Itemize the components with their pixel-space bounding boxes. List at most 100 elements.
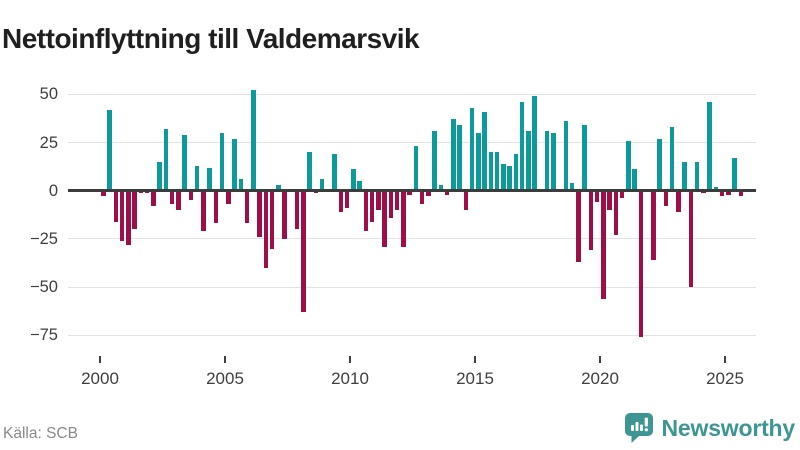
y-gridline--25 (68, 238, 756, 240)
y-gridline-25 (68, 142, 756, 143)
bar-2011-q3 (388, 190, 394, 218)
x-axis-label-2000: 2000 (81, 369, 119, 388)
bar-2015-q1 (476, 132, 481, 191)
bar-2019-q4 (594, 190, 600, 203)
bar-2005-q2 (232, 138, 237, 191)
bar-2018-q4 (569, 182, 575, 191)
bar-2000-q3 (113, 190, 119, 222)
y-axis-label-0: 0 (48, 181, 58, 200)
bar-2022-q4 (669, 127, 675, 191)
y-gridline-50 (68, 93, 756, 95)
bar-2019-q3 (588, 190, 594, 251)
bar-2023-q2 (682, 161, 687, 191)
bar-2006-q3 (263, 190, 269, 268)
brand-logo: Newsworthy (624, 413, 796, 443)
x-tick-2015 (474, 356, 476, 363)
bar-2016-q4 (519, 102, 525, 191)
bar-2005-q4 (244, 190, 250, 224)
bar-2002-q1 (151, 190, 156, 207)
bar-2012-q2 (407, 190, 412, 195)
bar-2024-q3 (713, 186, 719, 191)
bar-2023-q1 (676, 190, 681, 212)
bar-2011-q2 (382, 190, 387, 247)
bar-2025-q1 (726, 190, 731, 195)
y-axis-label--25: −25 (30, 229, 58, 248)
newsworthy-wordmark: Newsworthy (661, 414, 796, 441)
bar-2003-q2 (182, 134, 187, 191)
bar-2024-q2 (707, 102, 712, 191)
bar-2002-q4 (169, 190, 175, 205)
y-axis-label--50: −50 (30, 278, 58, 297)
y-axis-label-50: 50 (39, 85, 58, 104)
bar-2021-q1 (626, 140, 631, 191)
bar-2002-q2 (157, 161, 162, 191)
y-gridline--50 (68, 286, 756, 288)
bar-2018-q1 (551, 132, 556, 191)
x-tick-2010 (349, 356, 351, 363)
bar-2025-q2 (732, 157, 737, 191)
bar-2010-q4 (369, 190, 375, 222)
bar-2003-q1 (176, 190, 181, 210)
y-gridline--75 (68, 334, 756, 336)
bar-2013-q2 (432, 130, 437, 191)
bar-2022-q1 (651, 190, 656, 261)
bar-2008-q4 (319, 179, 325, 191)
bar-2017-q1 (526, 130, 531, 191)
bar-2020-q2 (607, 190, 612, 210)
bar-2022-q2 (657, 138, 662, 191)
bar-2013-q4 (444, 190, 450, 195)
bar-2016-q1 (501, 163, 506, 191)
x-axis-label-2025: 2025 (706, 369, 744, 388)
bar-2014-q4 (469, 107, 475, 191)
bar-2010-q3 (363, 190, 369, 232)
zero-line (68, 189, 756, 193)
bar-2014-q2 (457, 125, 462, 191)
bar-2002-q3 (163, 129, 169, 191)
bar-2023-q3 (688, 190, 694, 288)
bar-2003-q3 (188, 190, 194, 201)
bar-2021-q2 (632, 169, 637, 191)
bar-2019-q2 (582, 125, 587, 191)
y-axis-label--75: −75 (30, 326, 58, 345)
bar-2000-q2 (107, 109, 112, 191)
bar-2004-q4 (219, 132, 225, 191)
bar-2018-q3 (563, 121, 569, 191)
bar-2020-q1 (601, 190, 606, 299)
source-label: Källa: SCB (3, 425, 78, 442)
bar-2004-q1 (201, 190, 206, 232)
bar-2022-q3 (663, 190, 669, 207)
bar-2006-q2 (257, 190, 262, 237)
bar-2008-q1 (301, 190, 306, 313)
bar-2015-q3 (488, 152, 494, 191)
bar-2010-q2 (357, 181, 362, 191)
newsworthy-speech-bubble-chart-icon (624, 413, 653, 443)
bar-2005-q1 (226, 190, 231, 205)
x-tick-2005 (224, 356, 226, 363)
bar-2007-q2 (282, 190, 287, 239)
bar-2007-q4 (294, 190, 300, 230)
bar-2012-q4 (419, 190, 425, 205)
bar-2019-q1 (576, 190, 581, 263)
x-axis-label-2015: 2015 (456, 369, 494, 388)
bar-2024-q4 (719, 190, 725, 197)
x-tick-2000 (99, 356, 101, 363)
bar-2004-q3 (213, 190, 219, 224)
plot-area: 50 25 0 −25 −50 −75 2000 2005 2010 2015 2020 2025 (30, 85, 756, 388)
bar-2020-q4 (619, 190, 625, 199)
bar-2017-q2 (532, 96, 537, 191)
bar-2006-q1 (251, 90, 256, 191)
bar-2010-q1 (351, 169, 356, 191)
bar-2009-q3 (338, 190, 344, 212)
x-axis-label-2020: 2020 (581, 369, 619, 388)
bar-2009-q4 (344, 190, 350, 209)
x-axis-label-2010: 2010 (331, 369, 369, 388)
bar-2001-q1 (126, 190, 131, 245)
bar-2013-q1 (426, 190, 431, 197)
y-axis-label-25: 25 (39, 133, 58, 152)
bar-2005-q3 (238, 179, 244, 191)
bar-2011-q4 (394, 190, 400, 210)
bar-2016-q2 (507, 165, 512, 191)
bar-2011-q1 (376, 190, 381, 210)
bar-2020-q3 (613, 190, 619, 236)
